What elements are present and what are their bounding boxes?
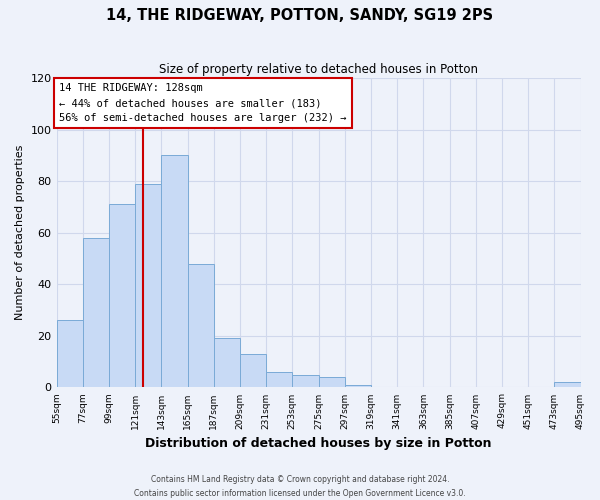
Bar xyxy=(554,382,581,388)
Bar xyxy=(345,385,371,388)
Bar xyxy=(188,264,214,388)
Bar xyxy=(135,184,161,388)
Title: Size of property relative to detached houses in Potton: Size of property relative to detached ho… xyxy=(159,62,478,76)
Bar xyxy=(292,374,319,388)
Y-axis label: Number of detached properties: Number of detached properties xyxy=(15,145,25,320)
X-axis label: Distribution of detached houses by size in Potton: Distribution of detached houses by size … xyxy=(145,437,492,450)
Bar xyxy=(240,354,266,388)
Bar xyxy=(214,338,240,388)
Text: 14, THE RIDGEWAY, POTTON, SANDY, SG19 2PS: 14, THE RIDGEWAY, POTTON, SANDY, SG19 2P… xyxy=(106,8,494,22)
Bar xyxy=(83,238,109,388)
Bar xyxy=(266,372,292,388)
Text: Contains HM Land Registry data © Crown copyright and database right 2024.
Contai: Contains HM Land Registry data © Crown c… xyxy=(134,476,466,498)
Bar xyxy=(109,204,135,388)
Bar xyxy=(319,377,345,388)
Text: 14 THE RIDGEWAY: 128sqm
← 44% of detached houses are smaller (183)
56% of semi-d: 14 THE RIDGEWAY: 128sqm ← 44% of detache… xyxy=(59,83,346,123)
Bar xyxy=(56,320,83,388)
Bar xyxy=(161,156,188,388)
